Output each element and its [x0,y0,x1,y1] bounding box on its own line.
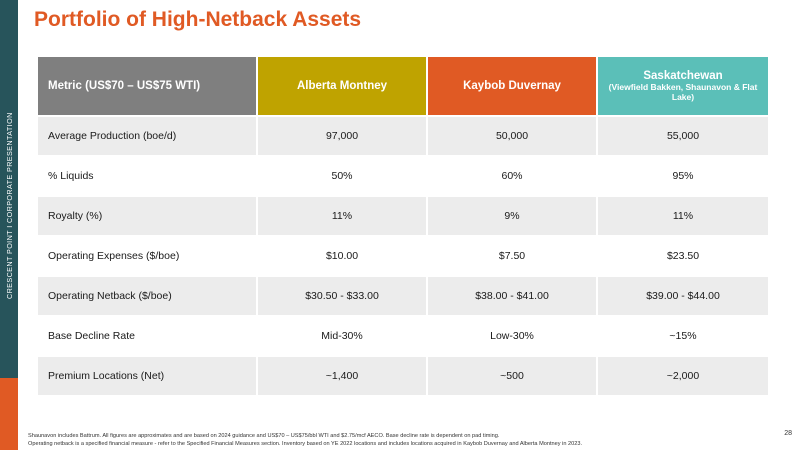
cell-kaybob: $7.50 [428,237,596,275]
footnote: Shaunavon includes Battrum. All figures … [28,433,748,448]
header-saskatchewan: Saskatchewan (Viewfield Bakken, Shaunavo… [598,57,768,115]
row-label: Royalty (%) [38,197,256,235]
row-label: % Liquids [38,157,256,195]
table-row: % Liquids 50% 60% 95% [38,157,768,195]
side-label-text: CRESCENT POINT I CORPORATE PRESENTATION [5,112,14,299]
page-number: 28 [784,430,792,437]
table-row: Operating Netback ($/boe) $30.50 - $33.0… [38,277,768,315]
row-label: Operating Expenses ($/boe) [38,237,256,275]
header-alberta-montney: Alberta Montney [258,57,426,115]
cell-alberta: 11% [258,197,426,235]
side-bar [0,0,18,450]
cell-alberta: ~1,400 [258,357,426,395]
cell-kaybob: 50,000 [428,117,596,155]
cell-alberta: 50% [258,157,426,195]
table-row: Royalty (%) 11% 9% 11% [38,197,768,235]
table-row: Operating Expenses ($/boe) $10.00 $7.50 … [38,237,768,275]
cell-kaybob: 9% [428,197,596,235]
footnote-line: Shaunavon includes Battrum. All figures … [28,433,500,439]
cell-saskatchewan: 95% [598,157,768,195]
cell-saskatchewan: 11% [598,197,768,235]
side-bar-accent [0,378,18,450]
header-metric: Metric (US$70 – US$75 WTI) [38,57,256,115]
table-row: Average Production (boe/d) 97,000 50,000… [38,117,768,155]
footnote-line: Operating netback is a specified financi… [28,440,583,447]
cell-kaybob: ~500 [428,357,596,395]
cell-kaybob: Low-30% [428,317,596,355]
row-label: Premium Locations (Net) [38,357,256,395]
row-label: Base Decline Rate [38,317,256,355]
header-kaybob-duvernay: Kaybob Duvernay [428,57,596,115]
cell-saskatchewan: $39.00 - $44.00 [598,277,768,315]
cell-alberta: $10.00 [258,237,426,275]
cell-kaybob: 60% [428,157,596,195]
row-label: Operating Netback ($/boe) [38,277,256,315]
row-label: Average Production (boe/d) [38,117,256,155]
cell-saskatchewan: 55,000 [598,117,768,155]
cell-alberta: 97,000 [258,117,426,155]
table-header-row: Metric (US$70 – US$75 WTI) Alberta Montn… [38,57,768,115]
asset-table: Metric (US$70 – US$75 WTI) Alberta Montn… [36,55,770,397]
header-saskatchewan-subtitle: (Viewfield Bakken, Shaunavon & Flat Lake… [608,82,758,102]
table-row: Premium Locations (Net) ~1,400 ~500 ~2,0… [38,357,768,395]
page-title: Portfolio of High-Netback Assets [34,8,362,31]
cell-saskatchewan: ~2,000 [598,357,768,395]
cell-kaybob: $38.00 - $41.00 [428,277,596,315]
table-row: Base Decline Rate Mid-30% Low-30% ~15% [38,317,768,355]
cell-alberta: Mid-30% [258,317,426,355]
header-saskatchewan-title: Saskatchewan [643,70,723,82]
cell-saskatchewan: $23.50 [598,237,768,275]
cell-saskatchewan: ~15% [598,317,768,355]
cell-alberta: $30.50 - $33.00 [258,277,426,315]
